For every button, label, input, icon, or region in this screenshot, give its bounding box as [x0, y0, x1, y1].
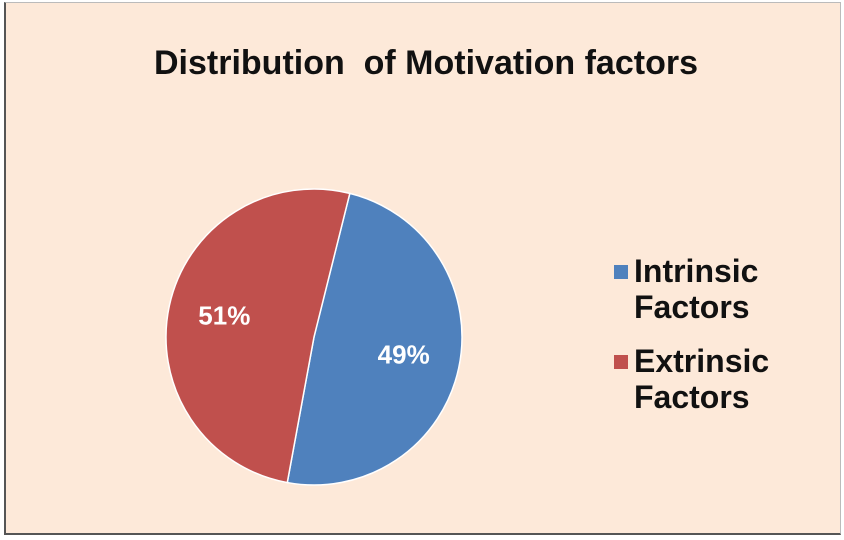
legend-swatch — [614, 265, 628, 279]
data-label: 51% — [198, 300, 250, 330]
pie-slice — [165, 188, 351, 484]
plot: 49% 51% — [165, 188, 463, 486]
legend-item: Intrinsic Factors — [614, 253, 834, 325]
data-label: 49% — [378, 339, 430, 369]
legend-item: Extrinsic Factors — [614, 343, 834, 415]
pie-slice — [286, 192, 463, 486]
legend-swatch — [614, 355, 628, 369]
chart: Distribution of Motivation factors 49% 51… — [4, 2, 841, 535]
legend-label: Extrinsic Factors — [634, 343, 770, 415]
legend-label: Intrinsic Factors — [634, 253, 759, 325]
chart-title: Distribution of Motivation factors — [154, 44, 698, 82]
